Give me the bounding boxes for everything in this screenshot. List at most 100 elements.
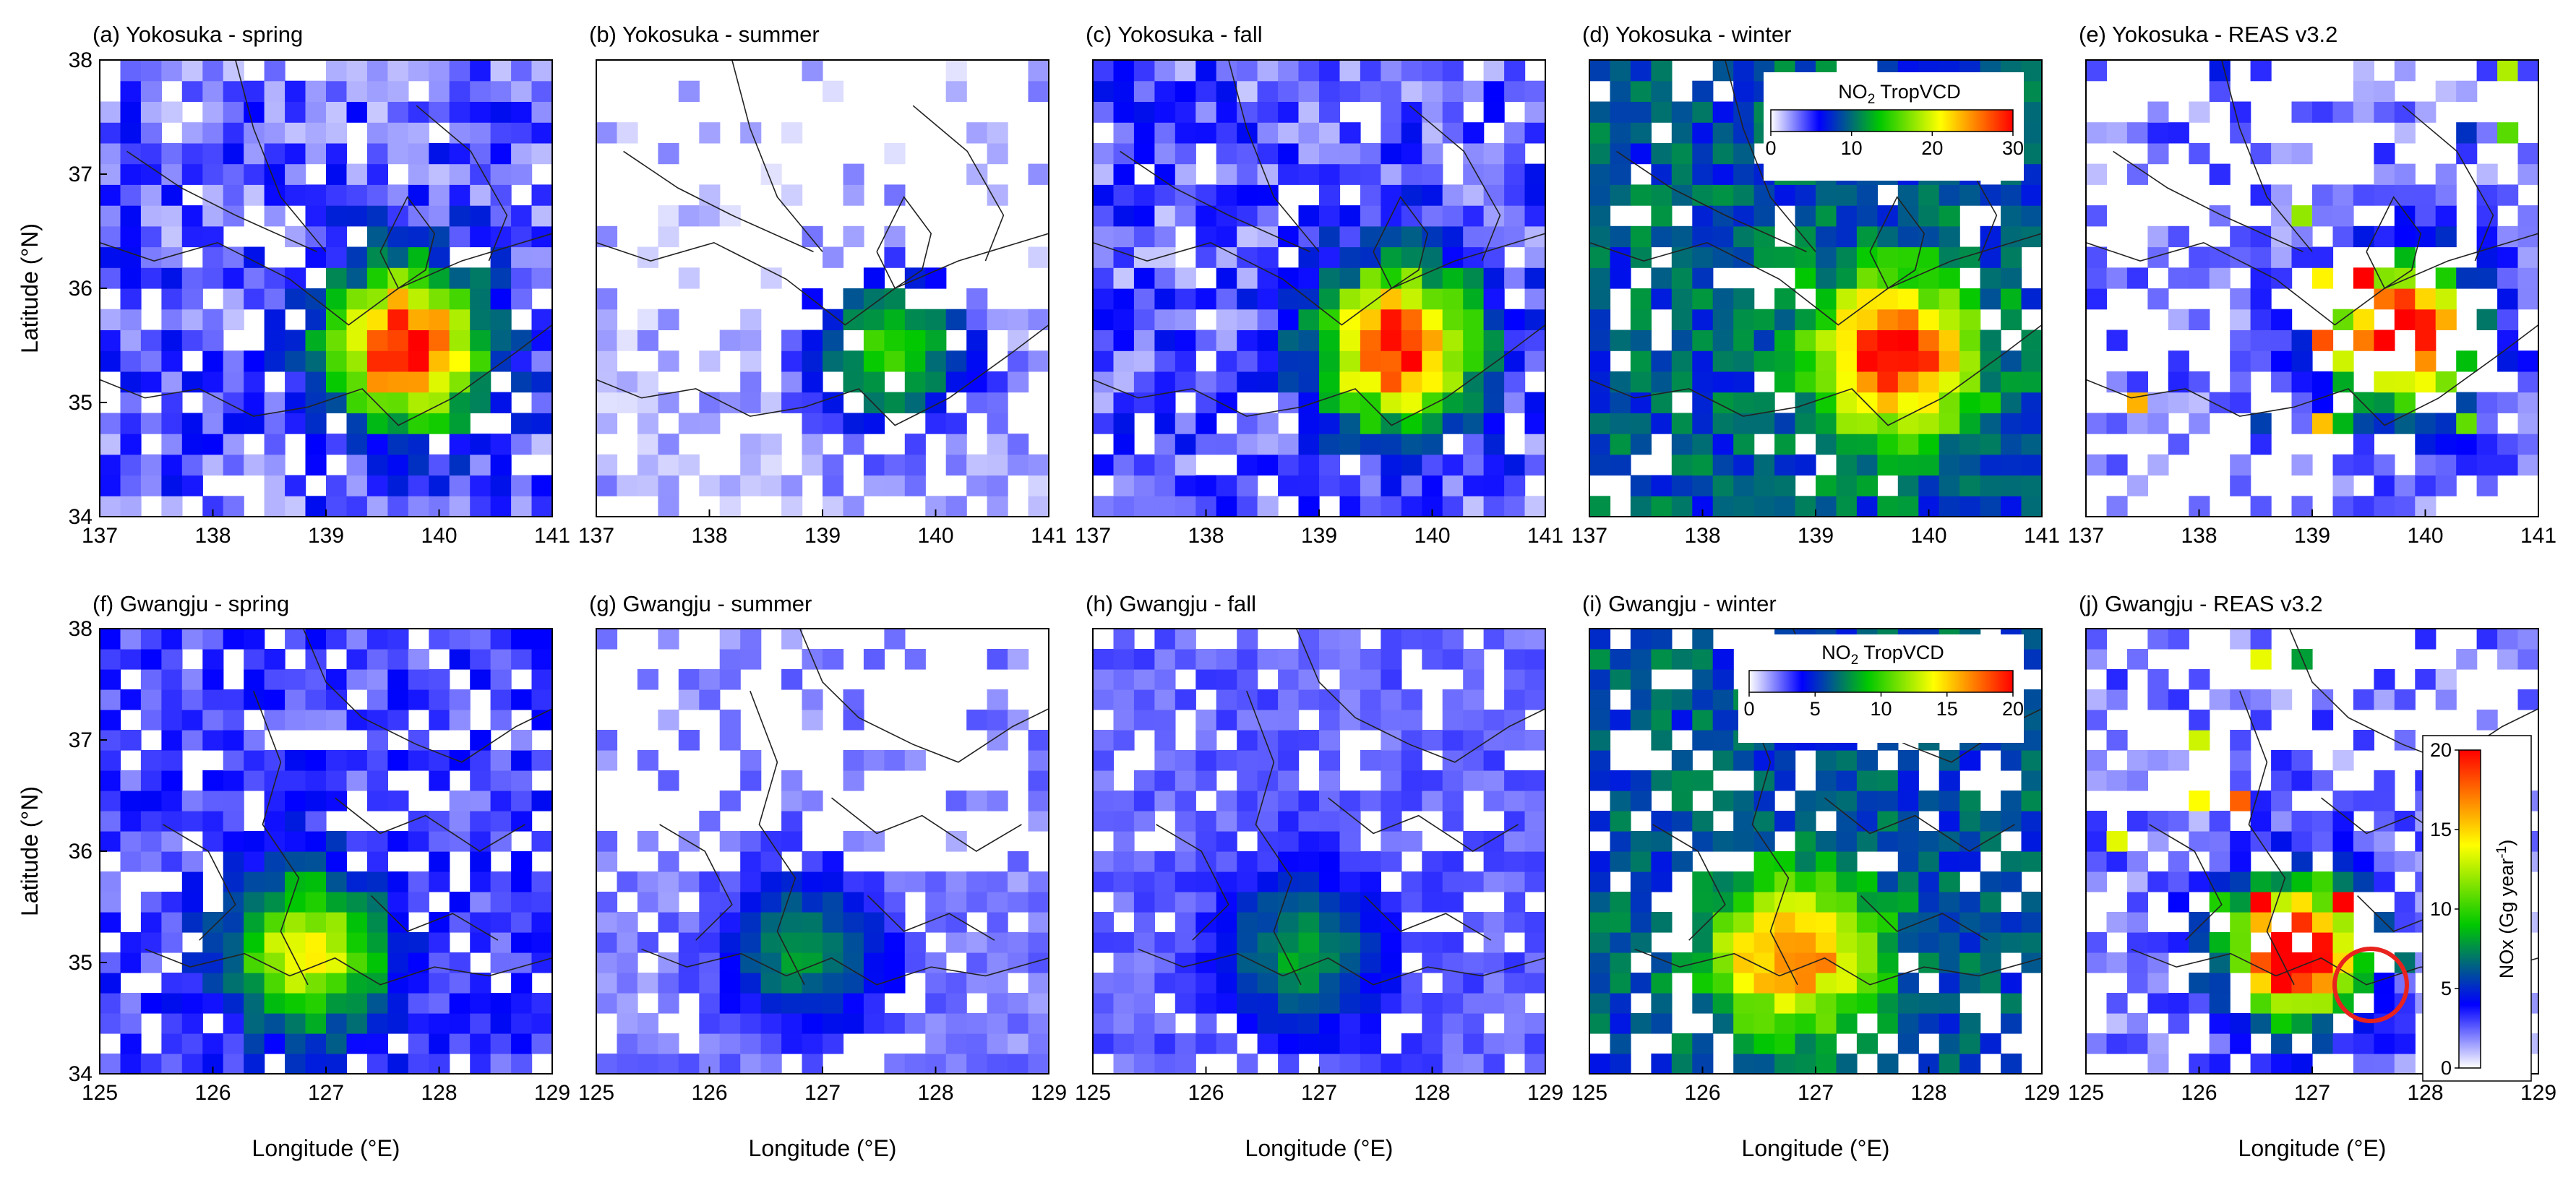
grid-cell xyxy=(120,952,142,973)
grid-cell xyxy=(1195,811,1217,832)
grid-cell xyxy=(2086,1033,2108,1054)
grid-cell xyxy=(1216,952,1237,973)
grid-cell xyxy=(1504,993,1526,1014)
grid-cell xyxy=(1237,267,1258,289)
grid-cell xyxy=(326,288,348,310)
panel-title: (d) Yokosuka - winter xyxy=(1582,22,1791,47)
grid-cell xyxy=(1442,629,1464,650)
grid-cell xyxy=(285,1033,306,1054)
grid-cell xyxy=(223,371,244,393)
grid-cell xyxy=(1897,225,1919,248)
grid-cell xyxy=(511,649,533,670)
grid-cell xyxy=(1278,475,1300,496)
grid-cell xyxy=(1918,454,1940,476)
grid-cell xyxy=(1133,350,1155,372)
grid-cell xyxy=(2476,629,2498,650)
grid-cell xyxy=(1483,392,1505,413)
grid-cell xyxy=(1257,309,1279,330)
grid-cell xyxy=(2250,811,2272,832)
grid-cell xyxy=(1339,142,1361,165)
grid-cell xyxy=(202,770,224,791)
grid-cell xyxy=(1712,952,1734,973)
grid-cell xyxy=(1422,184,1443,206)
grid-cell xyxy=(346,952,368,973)
grid-cell xyxy=(305,892,327,913)
grid-cell xyxy=(1195,122,1217,144)
grid-cell xyxy=(781,811,803,832)
grid-cell xyxy=(285,350,306,372)
grid-cell xyxy=(1319,791,1341,811)
grid-cell xyxy=(2517,60,2538,82)
grid-cell xyxy=(531,669,552,690)
grid-cell xyxy=(2476,475,2498,496)
grid-cell xyxy=(366,267,388,289)
grid-cell xyxy=(531,371,552,393)
grid-cell xyxy=(449,184,471,206)
grid-cell xyxy=(2086,246,2108,268)
grid-cell xyxy=(1093,730,1115,751)
grid-cell xyxy=(2332,309,2354,330)
grid-cell xyxy=(1939,770,1960,791)
grid-cell xyxy=(223,101,244,123)
grid-cell xyxy=(140,791,162,811)
grid-cell xyxy=(2250,288,2272,310)
grid-cell xyxy=(223,1054,244,1074)
grid-cell xyxy=(2168,993,2189,1014)
grid-cell xyxy=(470,649,491,670)
grid-cell xyxy=(408,496,429,517)
grid-cell xyxy=(1422,475,1443,496)
grid-cell xyxy=(511,60,533,82)
grid-cell xyxy=(161,649,183,670)
grid-cell xyxy=(843,770,864,791)
grid-cell xyxy=(305,496,327,517)
grid-cell xyxy=(945,454,967,476)
grid-cell xyxy=(1918,1013,1940,1034)
grid-cell xyxy=(2021,434,2042,455)
grid-cell xyxy=(2353,496,2374,517)
grid-cell xyxy=(1795,496,1816,517)
grid-cell xyxy=(740,1033,762,1054)
grid-cell xyxy=(1504,770,1526,791)
grid-cell xyxy=(1028,973,1049,994)
grid-cell xyxy=(1401,60,1422,82)
grid-cell xyxy=(1216,993,1237,1014)
colorbar-gradient xyxy=(2458,749,2481,1069)
grid-cell xyxy=(1133,184,1155,206)
grid-cell xyxy=(1671,496,1693,517)
grid-cell xyxy=(2415,184,2437,206)
grid-cell xyxy=(1154,730,1176,751)
grid-cell xyxy=(1319,163,1341,185)
grid-cell xyxy=(2456,122,2478,144)
grid-cell xyxy=(285,163,306,185)
grid-cell xyxy=(781,952,803,973)
grid-cell xyxy=(1651,496,1673,517)
x-tick-label: 137 xyxy=(578,524,614,548)
grid-cell xyxy=(1897,791,1919,811)
grid-cell xyxy=(120,811,142,832)
grid-cell xyxy=(1216,750,1237,771)
grid-cell xyxy=(1133,60,1155,82)
grid-cell xyxy=(1795,350,1816,372)
grid-cell xyxy=(1237,871,1258,892)
grid-cell xyxy=(1733,750,1755,771)
panel-title: (g) Gwangju - summer xyxy=(589,591,812,616)
grid-cell xyxy=(120,122,142,144)
grid-cell xyxy=(285,770,306,791)
grid-cell xyxy=(2021,371,2042,393)
grid-cell xyxy=(2086,750,2108,771)
grid-cell xyxy=(1216,496,1237,517)
grid-cell xyxy=(2147,1054,2169,1074)
grid-cell xyxy=(1589,649,1611,670)
grid-cell xyxy=(2374,475,2395,496)
panel-title: (i) Gwangju - winter xyxy=(1582,591,1777,616)
grid-cell xyxy=(966,454,988,476)
grid-cell xyxy=(740,649,762,670)
grid-cell xyxy=(1154,205,1176,227)
panel-i: (i) Gwangju - winter 125 126 127 128 129 NO2… xyxy=(1571,591,2060,1105)
grid-cell xyxy=(2021,330,2042,351)
grid-cell xyxy=(161,973,183,994)
grid-cell xyxy=(387,669,409,690)
grid-cell xyxy=(1113,710,1135,731)
grid-cell xyxy=(617,1033,638,1054)
grid-cell xyxy=(305,392,327,413)
